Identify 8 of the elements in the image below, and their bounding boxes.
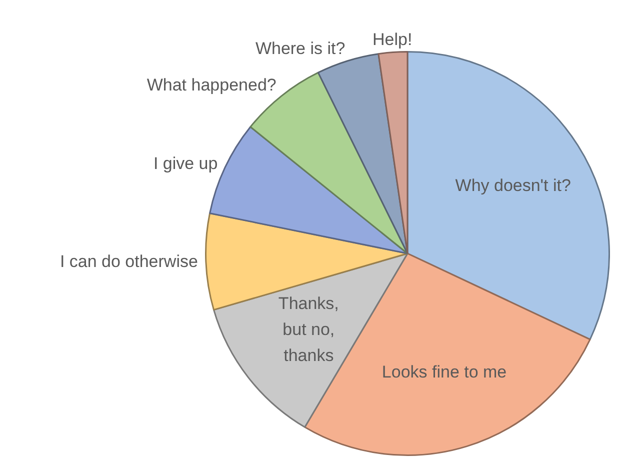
slice-label: What happened?	[146, 75, 276, 94]
slice-label: Help!	[372, 30, 412, 49]
slice-label: I can do otherwise	[60, 252, 198, 271]
slice-label: Why doesn't it?	[455, 176, 571, 196]
slice-label: I give up	[153, 154, 218, 173]
slice-label: Looks fine to me	[382, 362, 507, 382]
slice-label: Thanks, but no, thanks	[278, 294, 339, 365]
slice-label: Where is it?	[255, 38, 346, 58]
